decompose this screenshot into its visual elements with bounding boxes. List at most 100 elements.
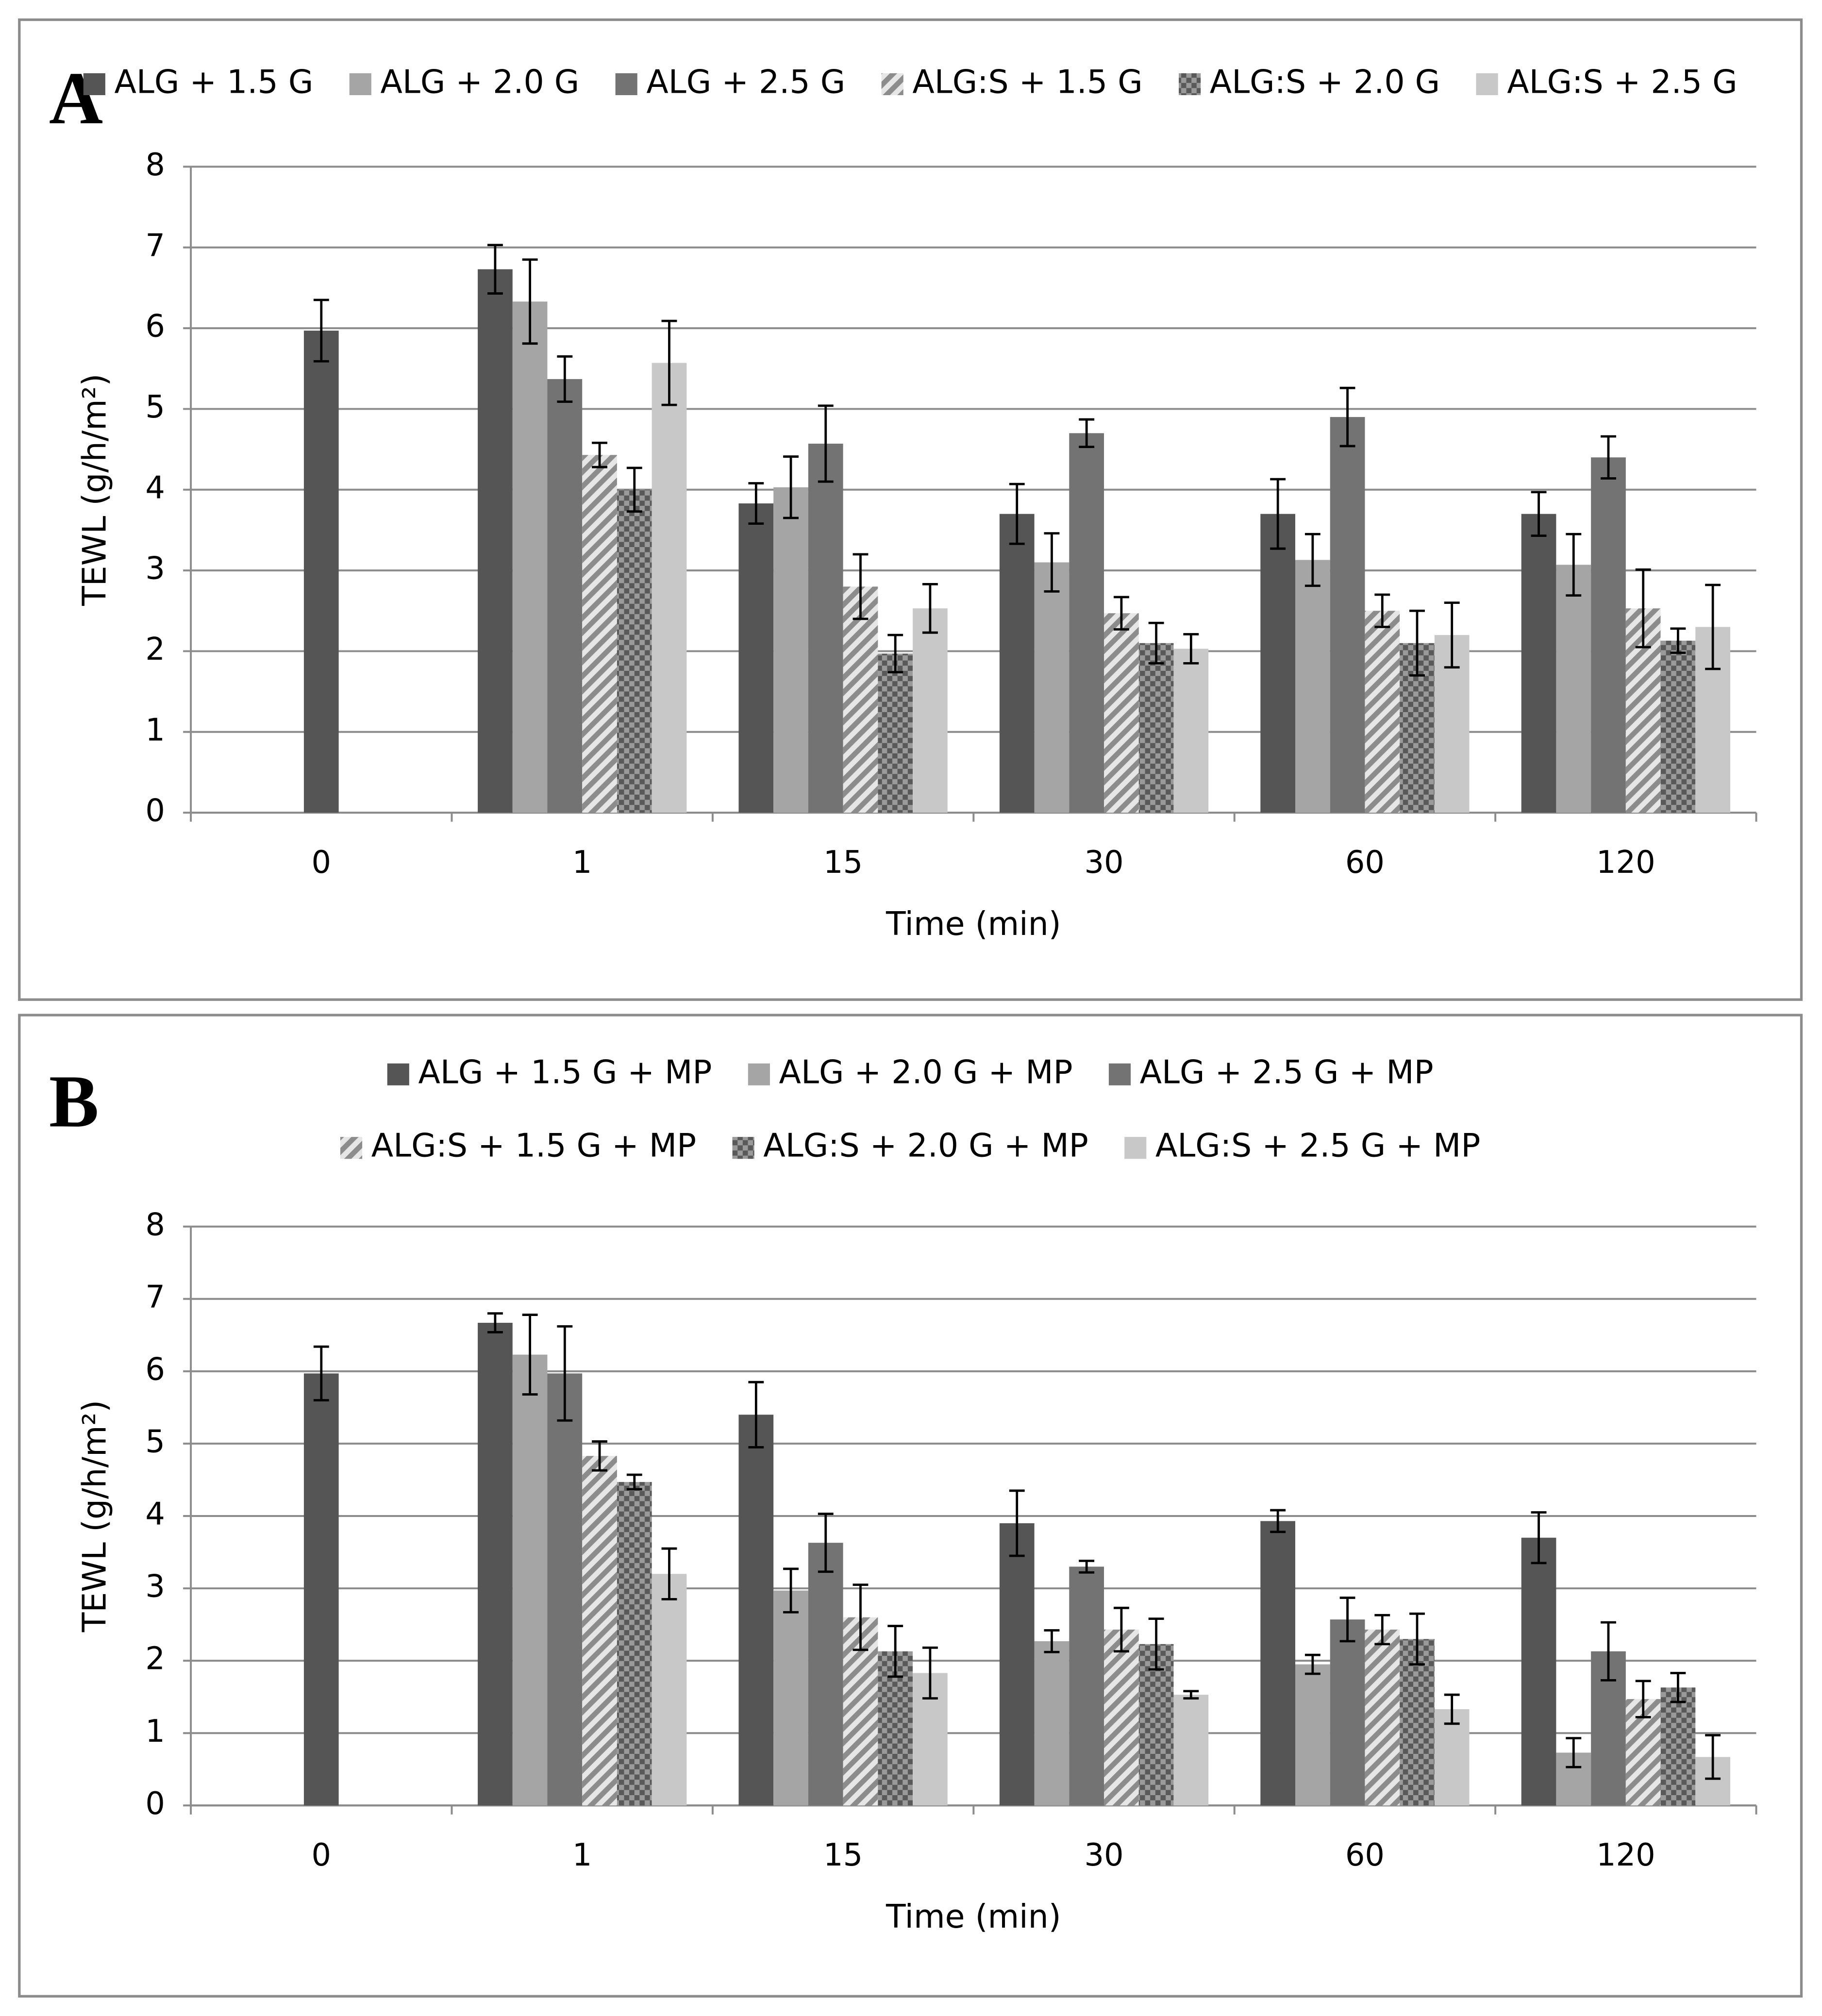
bar bbox=[1295, 1664, 1330, 1806]
legend-swatch bbox=[340, 1137, 363, 1159]
bar bbox=[1591, 457, 1626, 813]
bar bbox=[1260, 514, 1296, 813]
error-bar bbox=[783, 1567, 799, 1614]
x-tick-label: 0 bbox=[312, 1837, 332, 1873]
legend-item: ALG + 2.0 G bbox=[349, 63, 579, 101]
legend-item: ALG + 2.5 G + MP bbox=[1108, 1053, 1434, 1091]
bar bbox=[652, 363, 687, 813]
legend-label: ALG + 1.5 G + MP bbox=[418, 1053, 712, 1091]
bar bbox=[913, 608, 948, 813]
bar bbox=[999, 1523, 1035, 1806]
y-tick-label: 7 bbox=[145, 1279, 165, 1315]
error-bar bbox=[748, 482, 764, 525]
bar bbox=[738, 503, 774, 813]
legend-label: ALG + 2.0 G bbox=[380, 63, 579, 101]
legend-label: ALG + 2.0 G + MP bbox=[779, 1053, 1073, 1091]
bar bbox=[1660, 640, 1696, 813]
error-bar bbox=[1009, 1489, 1025, 1557]
legend-label: ALG:S + 2.0 G bbox=[1210, 63, 1440, 101]
y-tick-label: 0 bbox=[145, 793, 165, 829]
bar bbox=[1330, 417, 1365, 813]
error-bar bbox=[783, 455, 799, 519]
bar bbox=[1138, 1644, 1174, 1806]
bar bbox=[1104, 1630, 1139, 1806]
error-bar bbox=[1079, 1560, 1095, 1574]
error-bar bbox=[1270, 478, 1286, 550]
bar bbox=[1434, 1709, 1470, 1806]
legend-label: ALG + 2.5 G bbox=[646, 63, 845, 101]
legend-swatch bbox=[615, 73, 637, 96]
error-bar bbox=[1113, 1606, 1129, 1653]
bar bbox=[999, 514, 1035, 813]
bar bbox=[843, 586, 878, 813]
bar bbox=[878, 653, 913, 813]
error-bar bbox=[818, 1513, 834, 1573]
error-bar bbox=[1009, 483, 1025, 545]
bar bbox=[1173, 649, 1209, 813]
y-tick-label: 7 bbox=[145, 228, 165, 264]
y-tick-label: 8 bbox=[145, 1207, 165, 1243]
error-bar bbox=[1566, 1737, 1582, 1768]
error-bar bbox=[592, 1440, 607, 1472]
bar bbox=[1365, 1630, 1400, 1806]
bar bbox=[773, 1590, 808, 1806]
bar bbox=[1521, 514, 1556, 813]
error-bar bbox=[818, 404, 834, 483]
bar bbox=[1365, 611, 1400, 813]
legend-item: ALG:S + 2.5 G + MP bbox=[1124, 1127, 1480, 1165]
legend-item: ALG:S + 2.0 G + MP bbox=[732, 1127, 1088, 1165]
bar bbox=[547, 379, 583, 813]
error-bar bbox=[922, 583, 938, 634]
y-tick-label: 1 bbox=[145, 1714, 165, 1749]
error-bar bbox=[1670, 1672, 1686, 1703]
bar bbox=[1660, 1687, 1696, 1806]
legend-item: ALG + 2.0 G + MP bbox=[748, 1053, 1073, 1091]
bar bbox=[1400, 1639, 1435, 1806]
x-tick-label: 0 bbox=[312, 845, 332, 881]
error-bar bbox=[661, 1547, 677, 1600]
legend-swatch bbox=[1124, 1137, 1147, 1159]
bar bbox=[582, 455, 617, 813]
legend-swatch bbox=[732, 1137, 754, 1159]
y-tick-label: 4 bbox=[145, 1497, 165, 1533]
legend-label: ALG + 2.5 G + MP bbox=[1140, 1053, 1434, 1091]
error-bar bbox=[1601, 435, 1616, 480]
error-bar bbox=[313, 1345, 329, 1401]
error-bar bbox=[1148, 1617, 1164, 1671]
legend-item: ALG:S + 1.5 G bbox=[881, 63, 1143, 101]
y-tick-label: 3 bbox=[145, 1569, 165, 1605]
bar bbox=[547, 1373, 583, 1806]
error-bar bbox=[1148, 621, 1164, 665]
legend-item: ALG:S + 1.5 G + MP bbox=[340, 1127, 696, 1165]
bar bbox=[808, 1543, 843, 1806]
panel-frame bbox=[18, 18, 1803, 1001]
error-bar bbox=[1044, 1629, 1060, 1653]
panel-frame bbox=[18, 1014, 1803, 1998]
x-tick-label: 30 bbox=[1084, 845, 1123, 881]
x-axis-title: Time (min) bbox=[886, 1898, 1061, 1935]
error-bar bbox=[1670, 627, 1686, 654]
y-tick-label: 0 bbox=[145, 1786, 165, 1822]
bar bbox=[303, 1373, 339, 1806]
error-bar bbox=[1339, 1597, 1355, 1643]
legend-swatch bbox=[387, 1063, 409, 1085]
bar bbox=[1069, 1566, 1104, 1806]
bar bbox=[1069, 433, 1104, 813]
bar bbox=[617, 489, 652, 813]
x-tick-label: 1 bbox=[572, 1837, 592, 1873]
error-bar bbox=[1601, 1621, 1616, 1682]
x-tick-label: 120 bbox=[1596, 1837, 1655, 1873]
bar bbox=[1034, 1641, 1070, 1806]
x-tick-label: 60 bbox=[1345, 1837, 1385, 1873]
y-tick-label: 3 bbox=[145, 551, 165, 587]
legend-label: ALG:S + 1.5 G bbox=[912, 63, 1142, 101]
bar bbox=[738, 1415, 774, 1806]
error-bar bbox=[626, 1473, 642, 1491]
error-bar bbox=[1079, 418, 1095, 449]
legend-swatch bbox=[1476, 73, 1498, 96]
legend-swatch bbox=[1179, 73, 1201, 96]
error-bar bbox=[592, 441, 607, 468]
y-tick-label: 2 bbox=[145, 632, 165, 667]
